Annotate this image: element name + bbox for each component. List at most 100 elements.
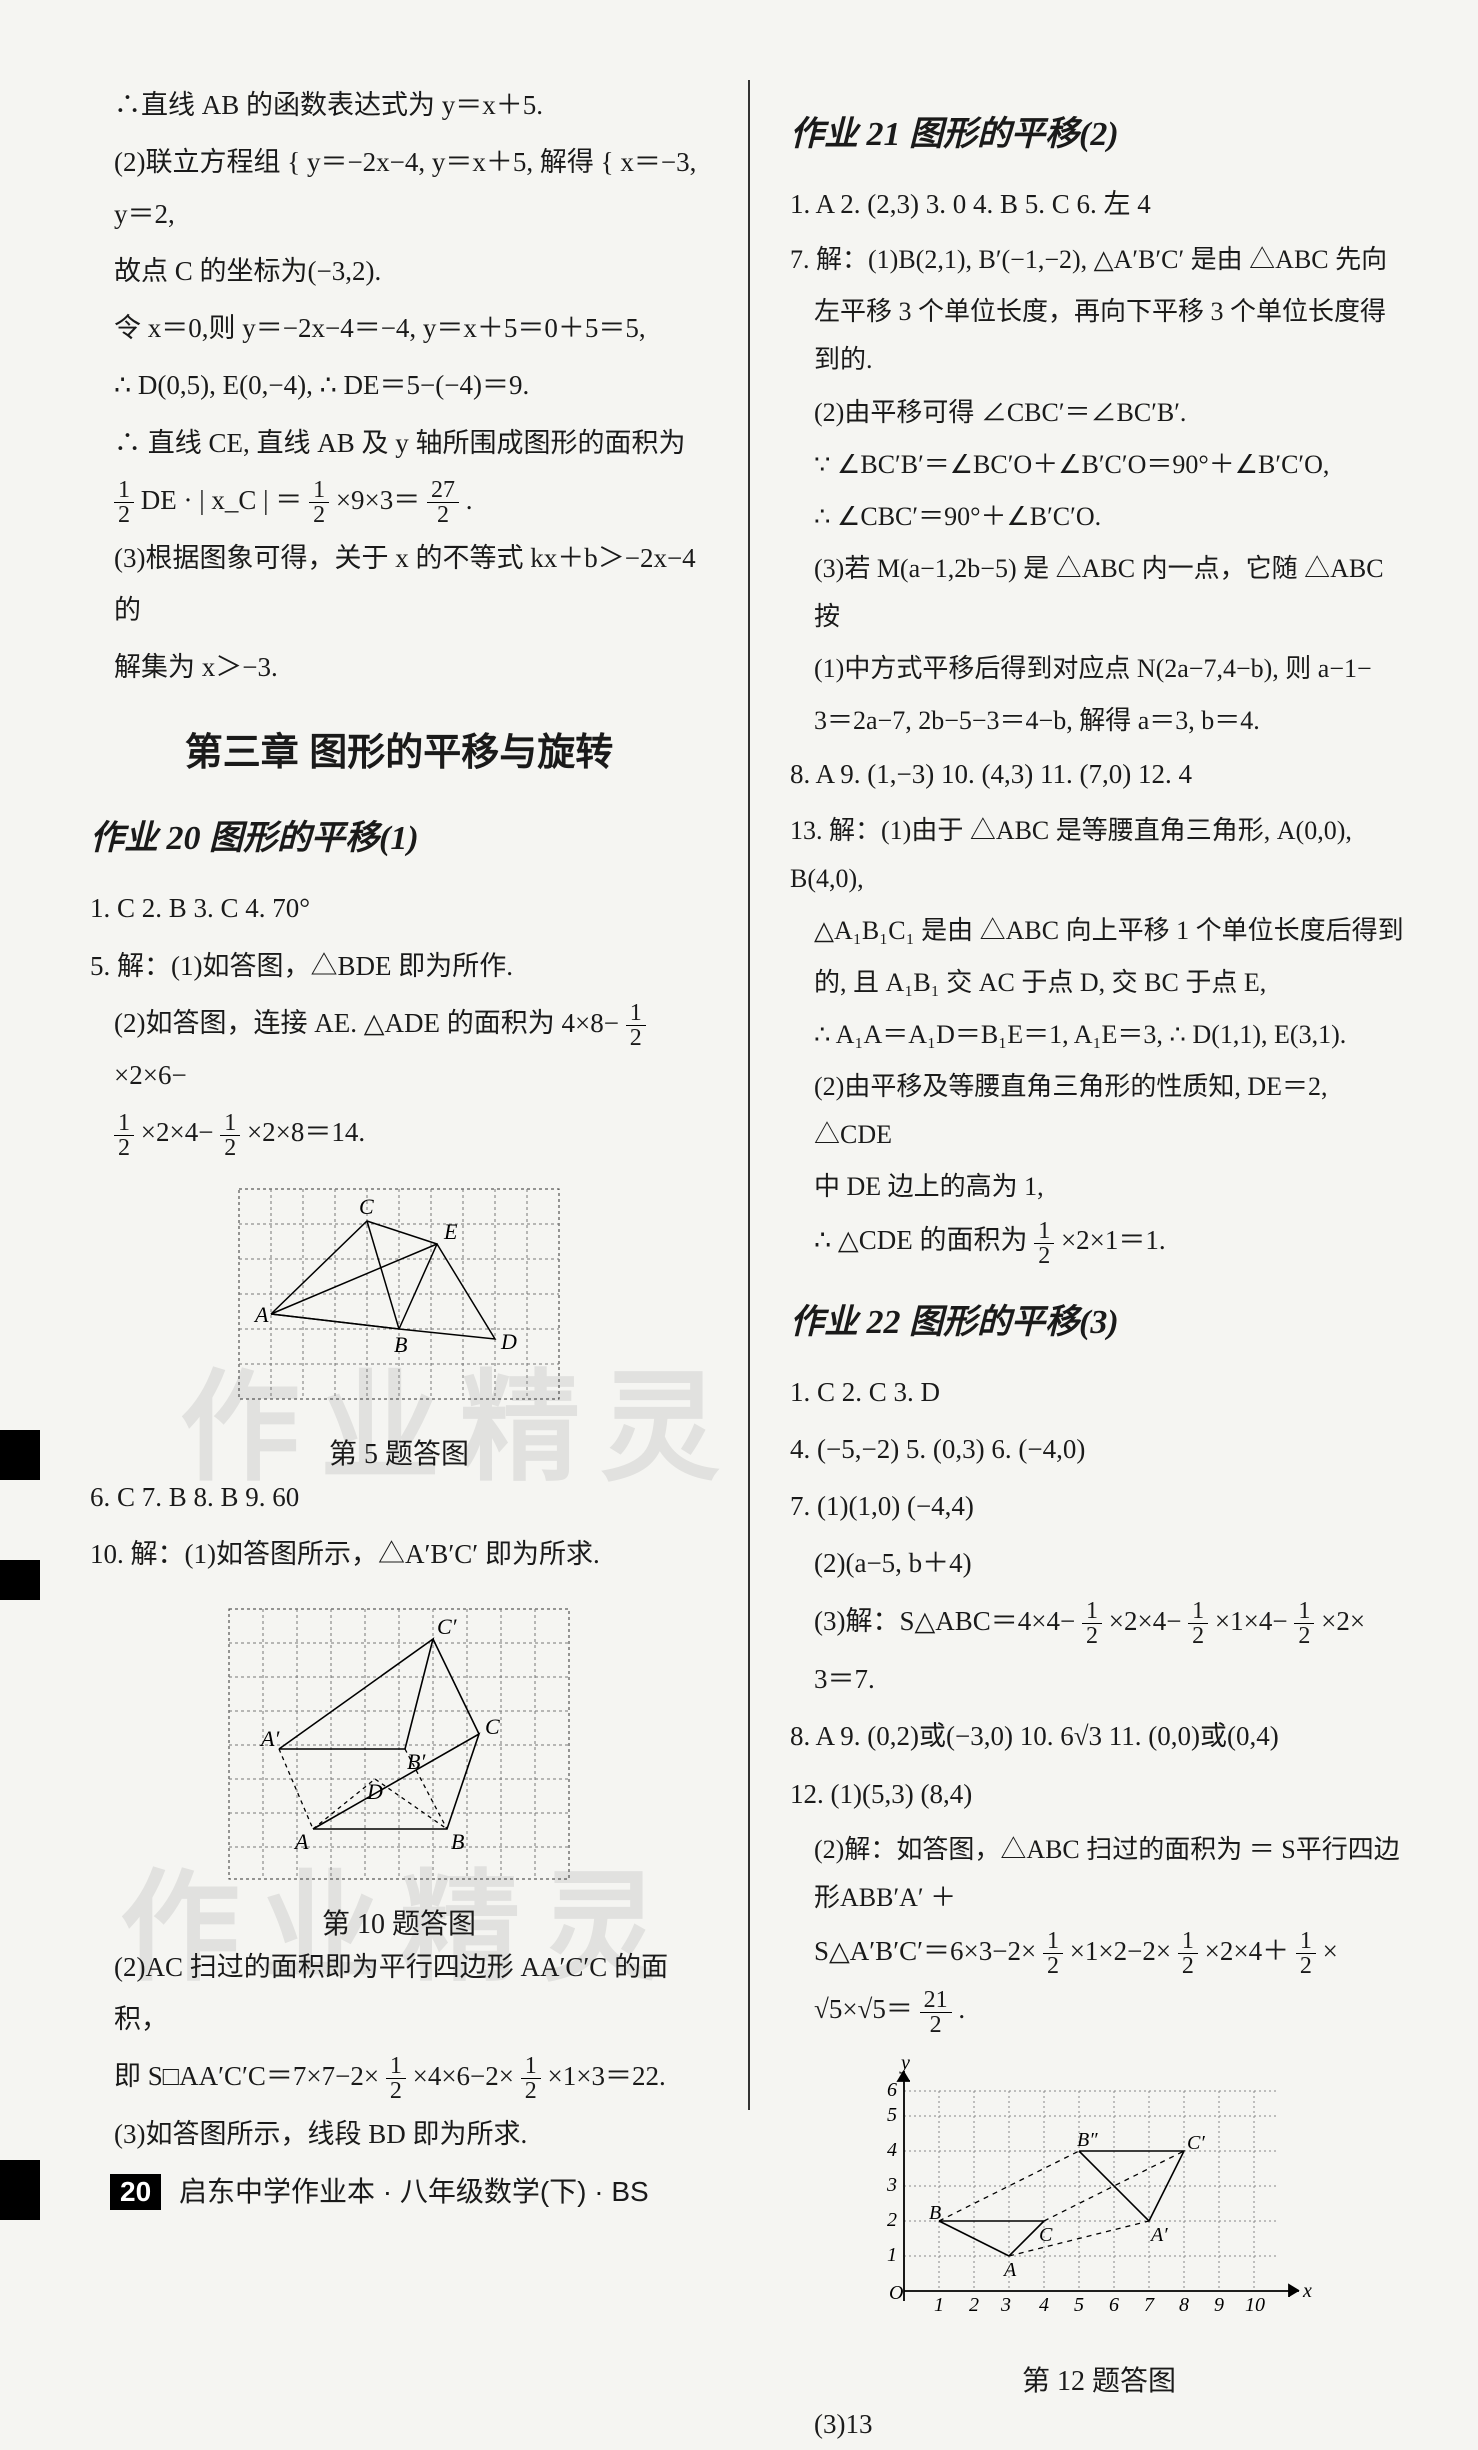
svg-text:1: 1 [887, 2244, 897, 2266]
formula-line: (3)解：S△ABC＝4×4− 12 ×2×4− 12 ×1×4− 12 ×2× [814, 1596, 1408, 1648]
svg-text:C: C [485, 1714, 500, 1739]
answer-row: 8. A 9. (0,2)或(−3,0) 10. 6√3 11. (0,0)或(… [790, 1711, 1408, 1762]
svg-text:8: 8 [1179, 2294, 1189, 2316]
svg-text:D: D [366, 1779, 383, 1804]
text-line: 5. 解：(1)如答图，△BDE 即为所作. [90, 941, 708, 992]
svg-text:4: 4 [1039, 2294, 1049, 2316]
figure-10: C′ A′ B′ C D A B [90, 1594, 708, 1894]
svg-text:C′: C′ [1187, 2132, 1205, 2154]
svg-text:B: B [451, 1829, 464, 1854]
svg-text:C: C [1039, 2224, 1053, 2246]
svg-text:D: D [500, 1329, 517, 1354]
svg-text:3: 3 [1000, 2294, 1011, 2316]
scan-artifact [0, 2160, 40, 2220]
figure-5-caption: 第 5 题答图 [90, 1432, 708, 1472]
answer-row: 6. C 7. B 8. B 9. 60 [90, 1472, 708, 1523]
text-line: ∵ ∠BC′B′＝∠BC′O＋∠B′C′O＝90°＋∠B′C′O, [814, 441, 1408, 489]
text-line: 解集为 x＞−3. [114, 642, 708, 693]
svg-text:7: 7 [1144, 2294, 1155, 2316]
text-line: (2)由平移及等腰直角三角形的性质知, DE＝2, △CDE [814, 1063, 1408, 1159]
text-line: ∴ ∠CBC′＝90°＋∠B′C′O. [814, 493, 1408, 541]
svg-text:B: B [394, 1332, 407, 1357]
figure-10-caption: 第 10 题答图 [90, 1902, 708, 1942]
svg-text:B: B [929, 2202, 941, 2224]
section-title-21: 作业 21 图形的平移(2) [790, 106, 1408, 155]
figure-5: C E A B D [90, 1174, 708, 1424]
svg-text:1: 1 [934, 2294, 944, 2316]
formula-line: 12 ×2×4− 12 ×2×8＝14. [114, 1107, 708, 1159]
figure-12-caption: 第 12 题答图 [790, 2359, 1408, 2399]
text-line: ∴ A₁A＝A₁D＝B₁E＝1, A₁E＝3, ∴ D(1,1), E(3,1)… [814, 1011, 1408, 1059]
text-line: 13. 解：(1)由于 △ABC 是等腰直角三角形, A(0,0), B(4,0… [790, 807, 1408, 903]
section-title-20: 作业 20 图形的平移(1) [90, 810, 708, 859]
svg-text:3: 3 [886, 2174, 897, 2196]
svg-text:B′: B′ [407, 1749, 426, 1774]
answer-row: 1. C 2. B 3. C 4. 70° [90, 883, 708, 934]
answer-row: 4. (−5,−2) 5. (0,3) 6. (−4,0) [790, 1424, 1408, 1475]
text-line: (2)解：如答图，△ABC 扫过的面积为 ＝ S平行四边形ABB′A′ ＋ [814, 1826, 1408, 1922]
page-number: 20 [110, 2174, 161, 2210]
text-line: (2)由平移可得 ∠CBC′＝∠BC′B′. [814, 389, 1408, 437]
text-line: 10. 解：(1)如答图所示，△A′B′C′ 即为所求. [90, 1529, 708, 1580]
text-line: 7. (1)(1,0) (−4,4) [790, 1481, 1408, 1532]
svg-text:A: A [293, 1829, 309, 1854]
svg-text:5: 5 [1074, 2294, 1084, 2316]
text-line: 的, 且 A₁B₁ 交 AC 于点 D, 交 BC 于点 E, [814, 959, 1408, 1007]
formula-line: √5×√5＝ 212 . [814, 1984, 1408, 2036]
chapter-title: 第三章 图形的平移与旋转 [90, 721, 708, 776]
svg-text:C: C [359, 1194, 374, 1219]
text-line: 3＝7. [814, 1654, 1408, 1705]
text-line: ∴ 直线 CE, 直线 AB 及 y 轴所围成图形的面积为 [114, 418, 708, 469]
svg-text:2: 2 [969, 2294, 979, 2316]
text-line: 7. 解：(1)B(2,1), B′(−1,−2), △A′B′C′ 是由 △A… [790, 236, 1408, 284]
formula-line: (2)如答图，连接 AE. △ADE 的面积为 4×8− 12 ×2×6− [114, 998, 708, 1102]
svg-text:9: 9 [1214, 2294, 1224, 2316]
text-line: (2)联立方程组 { y＝−2x−4, y＝x＋5, 解得 { x＝−3, y＝… [114, 137, 708, 240]
left-column: ∴直线 AB 的函数表达式为 y＝x＋5. (2)联立方程组 { y＝−2x−4… [90, 80, 708, 2110]
text-line: 左平移 3 个单位长度，再向下平移 3 个单位长度得到的. [814, 288, 1408, 384]
scan-artifact [0, 1430, 40, 1480]
text-line: ∴ D(0,5), E(0,−4), ∴ DE＝5−(−4)＝9. [114, 360, 708, 411]
formula-line: ∴ △CDE 的面积为 12 ×2×1＝1. [814, 1215, 1408, 1267]
section-title-22: 作业 22 图形的平移(3) [790, 1294, 1408, 1343]
text-line: 令 x＝0,则 y＝−2x−4＝−4, y＝x＋5＝0＋5＝5, [114, 303, 708, 354]
svg-text:10: 10 [1245, 2294, 1265, 2316]
text-line: (3)根据图象可得，关于 x 的不等式 kx＋b＞−2x−4 的 [114, 533, 708, 636]
svg-text:x: x [1302, 2280, 1312, 2302]
text-line: △A₁B₁C₁ 是由 △ABC 向上平移 1 个单位长度后得到 [814, 907, 1408, 955]
svg-text:5: 5 [887, 2104, 897, 2126]
formula-line: 即 S□AA′C′C＝7×7−2× 12 ×4×6−2× 12 ×1×3＝22. [114, 2051, 708, 2103]
figure-12: O yx 12345678910 123456 B″C′ BCA′ A [790, 2051, 1408, 2351]
svg-text:C′: C′ [437, 1614, 458, 1639]
formula-line: S△A′B′C′＝6×3−2× 12 ×1×2−2× 12 ×2×4＋ 12 × [814, 1926, 1408, 1978]
svg-text:2: 2 [887, 2209, 897, 2231]
text-line: (2)(a−5, b＋4) [814, 1538, 1408, 1589]
formula-line: 12 DE · | x_C | ＝ 12 ×9×3＝ 272 . [114, 475, 708, 527]
footer-text: 启东中学作业本 · 八年级数学(下) · BS [179, 2176, 649, 2207]
text-line: (3)13 [814, 2399, 1408, 2450]
text-line: 12. (1)(5,3) (8,4) [790, 1769, 1408, 1820]
answer-row: 1. C 2. C 3. D [790, 1367, 1408, 1418]
text-line: ∴直线 AB 的函数表达式为 y＝x＋5. [114, 80, 708, 131]
answer-row: 1. A 2. (2,3) 3. 0 4. B 5. C 6. 左 4 [790, 179, 1408, 230]
svg-text:y: y [899, 2052, 910, 2074]
svg-text:4: 4 [887, 2139, 897, 2161]
text-line: 故点 C 的坐标为(−3,2). [114, 246, 708, 297]
svg-text:B″: B″ [1077, 2129, 1098, 2151]
column-divider [748, 80, 750, 2110]
right-column: 作业 21 图形的平移(2) 1. A 2. (2,3) 3. 0 4. B 5… [790, 80, 1408, 2110]
text-line: (3)若 M(a−1,2b−5) 是 △ABC 内一点，它随 △ABC 按 [814, 545, 1408, 641]
svg-text:6: 6 [1109, 2294, 1119, 2316]
answer-row: 8. A 9. (1,−3) 10. (4,3) 11. (7,0) 12. 4 [790, 749, 1408, 800]
svg-text:A′: A′ [1149, 2224, 1168, 2246]
text-line: 中 DE 边上的高为 1, [814, 1163, 1408, 1211]
text-line: (3)如答图所示，线段 BD 即为所求. [114, 2109, 708, 2160]
scan-artifact [0, 1560, 40, 1600]
svg-text:O: O [889, 2282, 903, 2304]
svg-text:6: 6 [887, 2079, 897, 2101]
svg-text:A: A [253, 1302, 269, 1327]
svg-text:A′: A′ [259, 1726, 280, 1751]
text-line: (1)中方式平移后得到对应点 N(2a−7,4−b), 则 a−1− [814, 645, 1408, 693]
svg-text:E: E [443, 1219, 458, 1244]
text-line: 3＝2a−7, 2b−5−3＝4−b, 解得 a＝3, b＝4. [814, 697, 1408, 745]
